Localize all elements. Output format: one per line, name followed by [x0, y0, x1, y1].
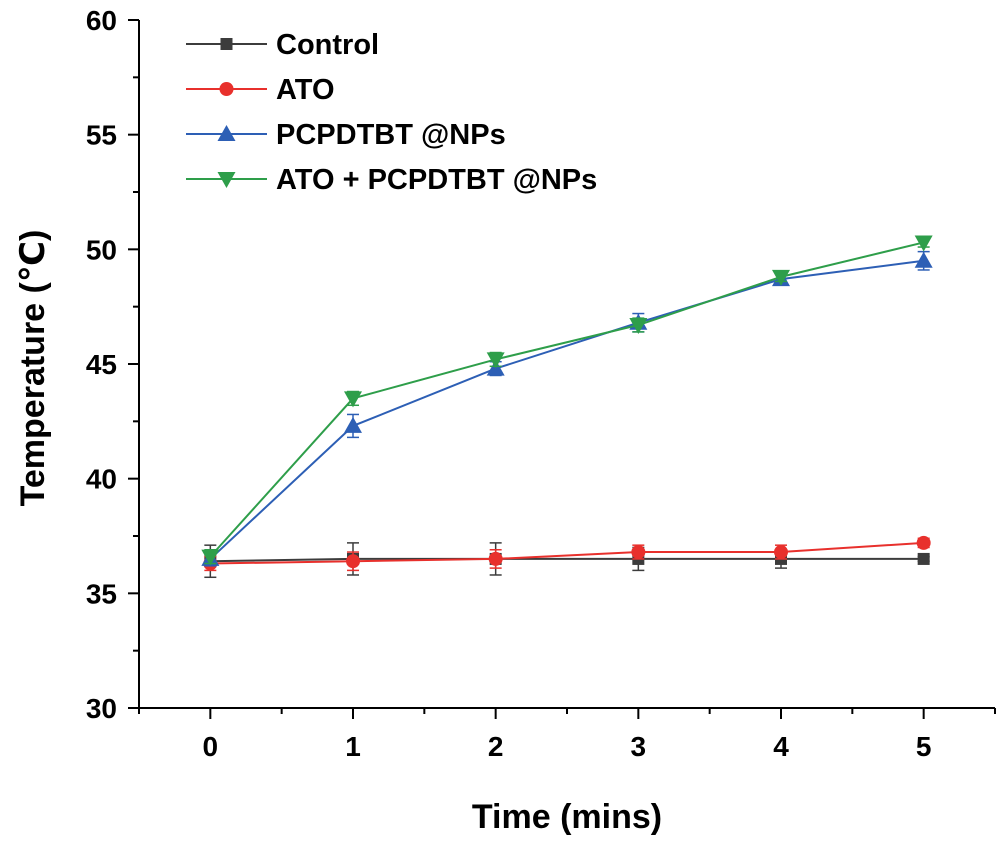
series-1 [203, 535, 931, 572]
data-point [631, 545, 646, 560]
series-layer [201, 235, 933, 579]
y-tick-label: 50 [86, 234, 117, 265]
series-line [209, 241, 924, 558]
x-tick-label: 4 [773, 731, 789, 762]
legend-marker [220, 38, 233, 50]
y-tick-label: 45 [86, 349, 117, 380]
y-tick-label: 40 [86, 464, 117, 495]
y-tick-label: 60 [86, 5, 117, 36]
x-tick-label: 5 [916, 731, 932, 762]
legend-label: Control [276, 29, 379, 61]
legend-marker [217, 125, 236, 141]
data-point [346, 554, 360, 569]
data-point [486, 352, 505, 369]
series-line [210, 541, 924, 565]
data-point [344, 416, 362, 433]
series-0 [204, 542, 930, 579]
legend-marker [219, 82, 234, 96]
data-point [772, 269, 790, 286]
data-point [917, 552, 930, 565]
data-point [916, 535, 931, 550]
y-tick-label: 30 [86, 693, 117, 724]
x-tick-label: 1 [345, 731, 361, 762]
series-3 [201, 235, 933, 566]
x-tick-label: 2 [488, 731, 504, 762]
data-point [774, 545, 788, 560]
legend-label: ATO + PCPDTBT @NPs [276, 164, 597, 196]
series-line [210, 557, 924, 563]
y-tick-label: 55 [86, 120, 117, 151]
y-tick-label: 35 [86, 578, 117, 609]
data-point [914, 251, 933, 268]
data-point [344, 391, 362, 408]
x-tick-label: 0 [203, 731, 219, 762]
data-point [914, 235, 933, 252]
data-point [629, 318, 648, 335]
data-point [488, 551, 503, 566]
y-axis-title: Temperature (℃) [14, 230, 52, 507]
series-line [209, 259, 924, 560]
legend-label: PCPDTBT @NPs [276, 119, 506, 151]
legend-label: ATO [276, 74, 335, 106]
legend: Control ATO PCPDTBT @NPs ATO + PCPDTBT @NPs [186, 29, 597, 196]
x-tick-label: 3 [631, 731, 647, 762]
legend-marker [217, 172, 236, 188]
x-axis-title: Time (mins) [472, 798, 662, 836]
data-point [201, 549, 220, 566]
series-2 [201, 250, 933, 567]
